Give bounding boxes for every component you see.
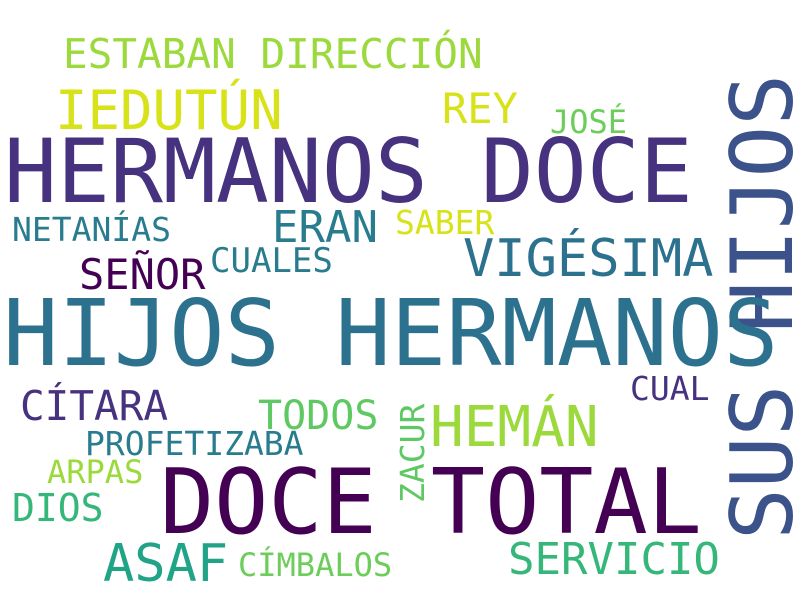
word-hermanos-doce: HERMANOS DOCE <box>4 120 693 223</box>
word-doce-total: DOCE TOTAL <box>160 450 702 555</box>
word-senor: SEÑOR <box>79 250 206 299</box>
word-hijos-hermanos: HIJOS HERMANOS <box>3 280 779 387</box>
word-heman: HEMÁN <box>430 395 599 460</box>
word-todos: TODOS <box>258 393 379 439</box>
word-arpas: ARPAS <box>47 453 144 491</box>
word-cuales: CUALES <box>210 241 333 281</box>
word-saber: SABER <box>395 203 495 242</box>
word-asaf: ASAF <box>103 534 229 594</box>
word-profetizaba: PROFETIZABA <box>85 424 304 463</box>
word-iedutun: IEDUTÚN <box>55 79 283 142</box>
word-cual: CUAL <box>630 369 710 408</box>
word-eran: ERAN <box>272 202 378 253</box>
word-jose: JOSÉ <box>550 103 628 141</box>
word-servicio: SERVICIO <box>508 534 720 585</box>
word-netanias: NETANÍAS <box>12 210 171 249</box>
word-citara: CÍTARA <box>20 382 169 430</box>
word-rey: REY <box>442 84 518 133</box>
word-estaban-direccion: ESTABAN DIRECCIÓN <box>63 30 483 78</box>
word-dios: DIOS <box>12 486 104 530</box>
word-vigesima: VIGÉSIMA <box>463 229 714 289</box>
word-cimbalos: CÍMBALOS <box>238 546 393 584</box>
